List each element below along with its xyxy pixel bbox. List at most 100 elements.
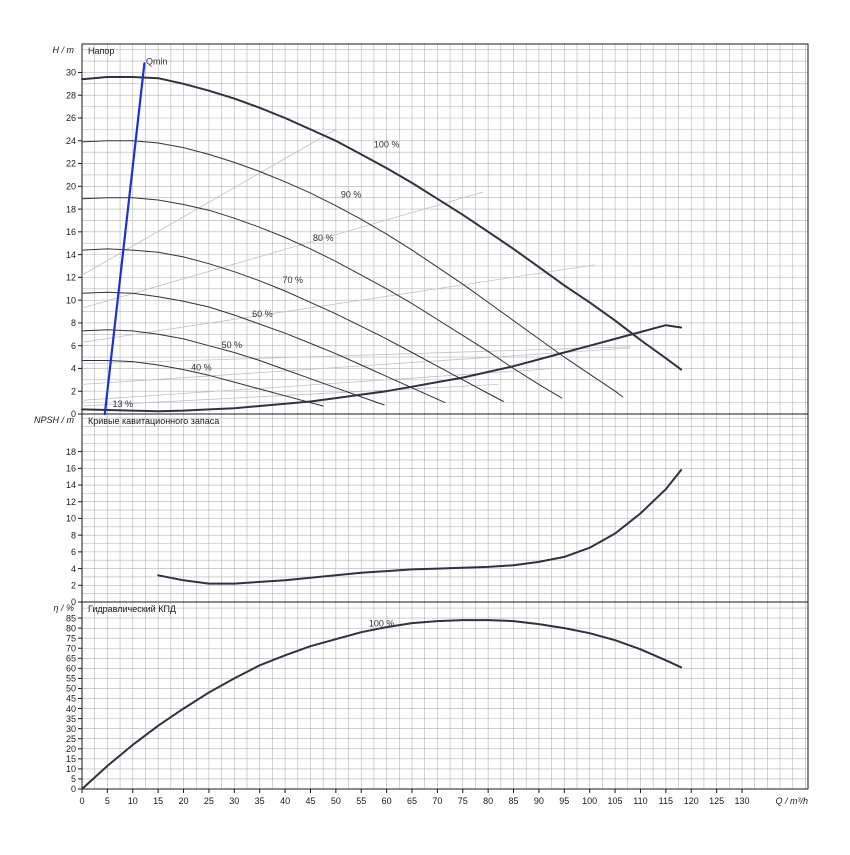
y-tick-label: 22	[66, 159, 76, 169]
curve-label: Qmin	[146, 56, 168, 66]
x-tick-label: 120	[684, 796, 699, 806]
y-axis-label-eff: η / %	[53, 603, 74, 613]
y-tick-label: 10	[66, 764, 76, 774]
y-tick-label: 18	[66, 447, 76, 457]
series-line-head-70	[81, 248, 504, 402]
curve-label: 13 %	[112, 399, 133, 409]
panel-title-eff: Гидравлический КПД	[88, 604, 176, 614]
panel-frame-eff	[81, 601, 809, 790]
x-tick-label: 40	[280, 796, 290, 806]
curve-label: 50 %	[222, 340, 243, 350]
y-tick-label: 85	[66, 613, 76, 623]
y-tick-label: 0	[71, 409, 76, 419]
curve-label: 100 %	[374, 140, 400, 150]
y-tick-label: 55	[66, 674, 76, 684]
x-tick-label: 5	[105, 796, 110, 806]
y-tick-label: 80	[66, 623, 76, 633]
x-tick-label: 35	[255, 796, 265, 806]
series-line-head-13	[81, 324, 683, 413]
y-tick-label: 12	[66, 497, 76, 507]
x-tick-label: 25	[204, 796, 214, 806]
curve-label: 80 %	[313, 233, 334, 243]
y-tick-label: 20	[66, 744, 76, 754]
efficiency-isoline	[81, 264, 595, 343]
x-tick-label: 20	[179, 796, 189, 806]
y-tick-label: 45	[66, 694, 76, 704]
y-tick-label: 10	[66, 295, 76, 305]
y-tick-label: 50	[66, 684, 76, 694]
x-tick-label: 45	[305, 796, 315, 806]
series-line-head-90	[81, 140, 624, 398]
y-tick-label: 70	[66, 643, 76, 653]
y-tick-label: 40	[66, 704, 76, 714]
y-tick-label: 4	[71, 364, 76, 374]
y-tick-label: 0	[71, 784, 76, 794]
y-tick-label: 12	[66, 273, 76, 283]
x-tick-label: 15	[153, 796, 163, 806]
panel-frame-npsh	[81, 413, 809, 603]
x-tick-label: 75	[458, 796, 468, 806]
y-tick-label: 6	[71, 547, 76, 557]
x-tick-label: 60	[382, 796, 392, 806]
y-tick-label: 65	[66, 654, 76, 664]
x-tick-label: 130	[734, 796, 749, 806]
x-tick-label: 85	[509, 796, 519, 806]
y-axis-label-npsh: NPSH / m	[34, 415, 75, 425]
y-tick-label: 16	[66, 227, 76, 237]
panel-frame-head	[81, 43, 809, 415]
y-tick-label: 30	[66, 724, 76, 734]
panel-title-npsh: Кривые кавитационного запаса	[88, 416, 219, 426]
grid-layer	[78, 43, 809, 793]
y-tick-label: 8	[71, 530, 76, 540]
y-tick-label: 30	[66, 68, 76, 78]
series-line-head-50	[81, 329, 385, 406]
panel-title-head: Напор	[88, 46, 114, 56]
x-tick-label: 70	[432, 796, 442, 806]
series-line-npsh-npsh	[157, 469, 683, 585]
x-tick-label: 110	[633, 796, 647, 806]
series-line-head-100	[81, 76, 683, 371]
y-axis-label-head: H / m	[53, 45, 75, 55]
series-line-head-40	[81, 360, 324, 407]
y-tick-label: 8	[71, 318, 76, 328]
x-tick-label: 80	[483, 796, 493, 806]
curve-label: 100 %	[369, 619, 395, 629]
x-tick-label: 10	[128, 796, 138, 806]
y-tick-label: 14	[66, 480, 76, 490]
y-tick-label: 0	[71, 597, 76, 607]
y-tick-label: 18	[66, 204, 76, 214]
x-tick-label: 95	[559, 796, 569, 806]
x-axis-label: Q / m³/h	[775, 796, 808, 806]
efficiency-isoline	[81, 346, 631, 365]
y-tick-label: 6	[71, 341, 76, 351]
x-tick-label: 65	[407, 796, 417, 806]
y-tick-label: 20	[66, 182, 76, 192]
y-tick-label: 2	[71, 580, 76, 590]
y-tick-label: 10	[66, 514, 76, 524]
x-tick-label: 50	[331, 796, 341, 806]
efficiency-isoline	[81, 347, 631, 385]
y-tick-label: 60	[66, 664, 76, 674]
x-tick-label: 55	[356, 796, 366, 806]
efficiency-isoline	[81, 191, 484, 309]
x-tick-label: 105	[608, 796, 623, 806]
curve-layer	[81, 62, 683, 790]
y-tick-label: 5	[71, 774, 76, 784]
y-tick-label: 16	[66, 464, 76, 474]
y-tick-label: 28	[66, 90, 76, 100]
efficiency-isoline	[81, 384, 499, 407]
y-tick-label: 14	[66, 250, 76, 260]
series-line-head-80	[81, 197, 563, 399]
x-tick-label: 0	[79, 796, 84, 806]
x-tick-label: 125	[709, 796, 724, 806]
y-tick-label: 24	[66, 136, 76, 146]
series-line-head-60	[81, 291, 446, 404]
y-tick-label: 15	[66, 754, 76, 764]
series-line-head-qmin	[103, 62, 146, 416]
curve-label: 90 %	[341, 190, 362, 200]
y-tick-label: 2	[71, 386, 76, 396]
series-line-eff-100	[81, 619, 683, 790]
y-tick-label: 75	[66, 633, 76, 643]
